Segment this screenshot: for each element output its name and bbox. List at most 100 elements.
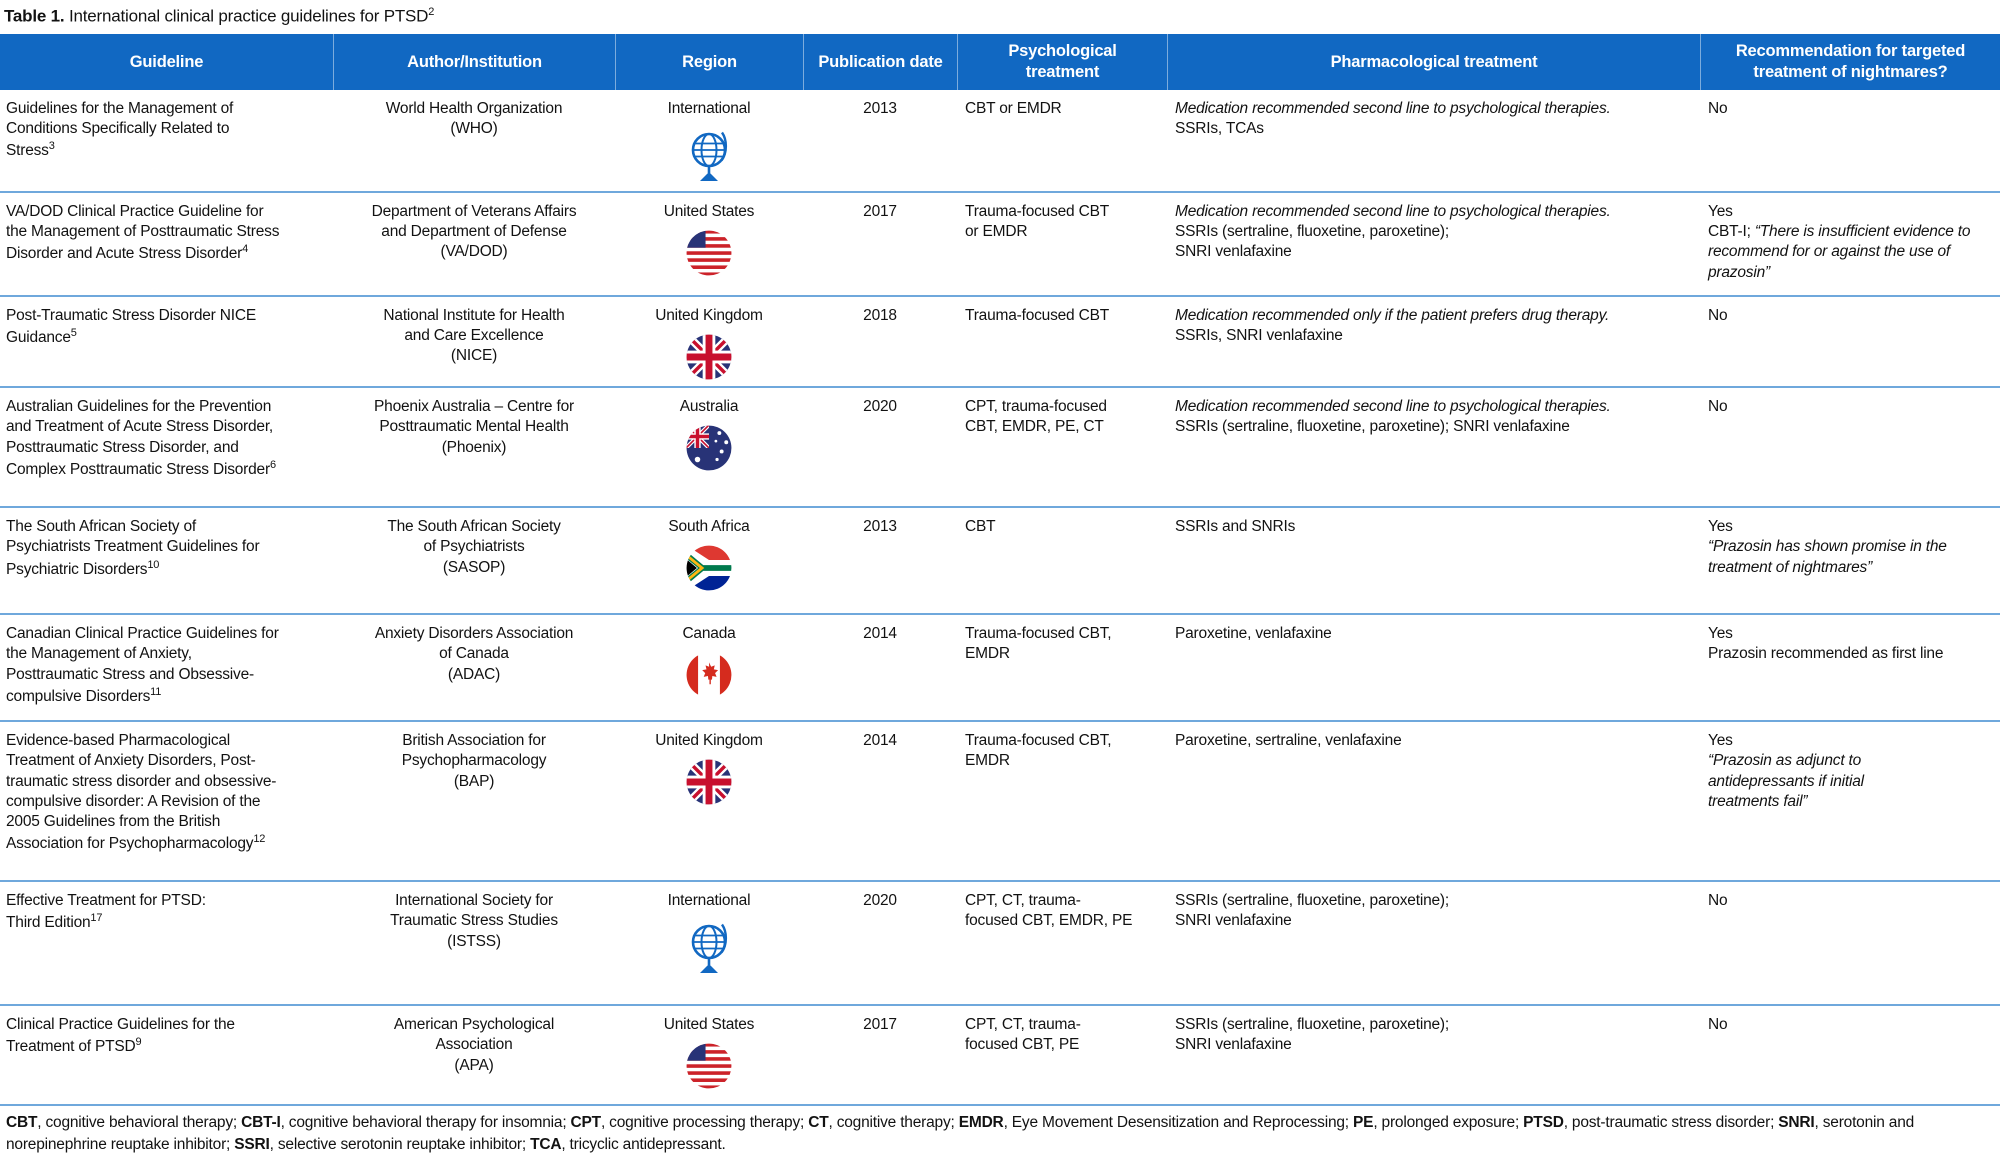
region-label: Australia: [679, 398, 739, 416]
pharm-recommendation-note: Medication recommended second line to ps…: [1175, 203, 1611, 221]
publication-date-cell: 2014: [863, 732, 897, 750]
recommendation-cell: No: [1700, 297, 2000, 386]
region-label: United Kingdom: [655, 732, 763, 750]
recommendation-cell: No: [1700, 882, 2000, 1004]
publication-date-cell: 2014: [863, 625, 897, 643]
region-label: Canada: [682, 625, 736, 643]
recommendation-detail: Prazosin recommended as first line: [1708, 644, 1992, 664]
psychological-treatment-cell: CPT, trauma-focused CBT, EMDR, PE, CT: [965, 398, 1107, 436]
pharmacological-treatment-cell: SSRIs and SNRIs: [1167, 508, 1700, 613]
caption-reference: 2: [428, 6, 435, 18]
guideline-title: Canadian Clinical Practice Guidelines fo…: [6, 625, 279, 705]
psychological-treatment-cell: CBT: [965, 518, 996, 536]
column-header-psychological-treatment: Psychological treatment: [957, 34, 1167, 90]
guideline-reference: 6: [269, 458, 276, 471]
pharm-medications: SSRIs (sertraline, fluoxetine, paroxetin…: [1175, 892, 1449, 930]
pharmacological-treatment-cell: Medication recommended second line to ps…: [1167, 193, 1700, 295]
recommendation-detail: “Prazosin as adjunct to antidepressants …: [1708, 751, 1992, 811]
author-institution-cell: Anxiety Disorders Association of Canada …: [374, 625, 574, 683]
guideline-reference: 17: [90, 912, 103, 925]
recommendation-answer: No: [1708, 398, 1728, 416]
region-cell: United Kingdom: [615, 297, 803, 386]
table-row: Guidelines for the Management of Conditi…: [0, 90, 2000, 194]
publication-date-cell: 2017: [863, 1016, 897, 1034]
column-header-author-institution: Author/Institution: [333, 34, 615, 90]
guideline-cell: Effective Treatment for PTSD: Third Edit…: [0, 882, 333, 1004]
recommendation-detail: CBT-I; “There is insufficient evidence t…: [1708, 222, 1992, 282]
us-flag-icon: [686, 230, 732, 276]
pharm-recommendation-note: Medication recommended only if the patie…: [1175, 307, 1610, 325]
psychological-treatment-cell: Trauma-focused CBT or EMDR: [965, 203, 1109, 241]
pharmacological-treatment-cell: Medication recommended second line to ps…: [1167, 90, 1700, 191]
publication-date-cell: 2017: [863, 203, 897, 221]
region-cell: International: [615, 882, 803, 1004]
author-institution-cell: Phoenix Australia – Centre for Posttraum…: [374, 398, 574, 456]
pharm-medications: SSRIs (sertraline, fluoxetine, paroxetin…: [1175, 418, 1570, 436]
region-cell: Canada: [615, 615, 803, 720]
column-header-publication-date: Publication date: [803, 34, 957, 90]
guideline-cell: VA/DOD Clinical Practice Guideline for t…: [0, 193, 333, 295]
author-institution-cell: American Psychological Association (APA): [393, 1016, 555, 1074]
table-row: Clinical Practice Guidelines for the Tre…: [0, 1006, 2000, 1107]
pharmacological-treatment-cell: SSRIs (sertraline, fluoxetine, paroxetin…: [1167, 882, 1700, 1004]
region-label: United States: [663, 1016, 755, 1034]
pharmacological-treatment-cell: Medication recommended second line to ps…: [1167, 388, 1700, 506]
guideline-reference: 10: [147, 558, 160, 571]
recommendation-plain-text: CBT-I;: [1708, 223, 1755, 241]
table-title: Table 1. International clinical practice…: [0, 0, 2000, 34]
pharmacological-treatment-cell: SSRIs (sertraline, fluoxetine, paroxetin…: [1167, 1006, 1700, 1104]
recommendation-detail: “Prazosin has shown promise in the treat…: [1708, 537, 1992, 577]
table-row: The South African Society of Psychiatris…: [0, 508, 2000, 616]
guideline-cell: Post-Traumatic Stress Disorder NICE Guid…: [0, 297, 333, 386]
publication-date-cell: 2020: [863, 892, 897, 910]
region-label: International: [667, 892, 751, 910]
guideline-title: The South African Society of Psychiatris…: [6, 518, 260, 578]
publication-date-cell: 2013: [863, 518, 897, 536]
region-cell: South Africa: [615, 508, 803, 613]
pharm-medications: SSRIs and SNRIs: [1175, 518, 1296, 536]
pharm-medications: SSRIs (sertraline, fluoxetine, paroxetin…: [1175, 1016, 1449, 1054]
column-header-guideline: Guideline: [129, 52, 204, 71]
australia-flag-icon: [686, 425, 732, 471]
table-caption: International clinical practice guidelin…: [64, 6, 429, 26]
table-row: Effective Treatment for PTSD: Third Edit…: [0, 882, 2000, 1007]
table-header-row: Guideline Author/Institution Region Publ…: [0, 34, 2000, 90]
table-row: Post-Traumatic Stress Disorder NICE Guid…: [0, 297, 2000, 389]
guideline-title: Post-Traumatic Stress Disorder NICE Guid…: [6, 307, 256, 347]
author-institution-cell: International Society for Traumatic Stre…: [390, 892, 558, 950]
guideline-cell: Clinical Practice Guidelines for the Tre…: [0, 1006, 333, 1104]
recommendation-cell: Yes CBT-I; “There is insufficient eviden…: [1700, 193, 2000, 295]
psychological-treatment-cell: Trauma-focused CBT: [965, 307, 1109, 325]
column-header-pharmacological-treatment: Pharmacological treatment: [1167, 34, 1700, 90]
globe-icon: [683, 127, 735, 185]
recommendation-cell: Yes Prazosin recommended as first line: [1700, 615, 2000, 720]
region-label: United Kingdom: [655, 307, 763, 325]
pharm-medications: Paroxetine, sertraline, venlafaxine: [1175, 732, 1402, 750]
guideline-reference: 3: [48, 140, 55, 153]
guideline-cell: The South African Society of Psychiatris…: [0, 508, 333, 613]
region-cell: Australia: [615, 388, 803, 506]
table-row: VA/DOD Clinical Practice Guideline for t…: [0, 193, 2000, 298]
guideline-cell: Guidelines for the Management of Conditi…: [0, 90, 333, 191]
us-flag-icon: [686, 1043, 732, 1089]
psychological-treatment-cell: Trauma-focused CBT, EMDR: [965, 732, 1112, 770]
guideline-title: VA/DOD Clinical Practice Guideline for t…: [6, 203, 280, 263]
psychological-treatment-cell: CPT, CT, trauma- focused CBT, PE: [965, 1016, 1081, 1054]
south-africa-flag-icon: [686, 545, 732, 591]
region-cell: United Kingdom: [615, 722, 803, 880]
region-cell: International: [615, 90, 803, 191]
author-institution-cell: World Health Organization (WHO): [385, 100, 563, 138]
pharm-medications: Paroxetine, venlafaxine: [1175, 625, 1332, 643]
publication-date-cell: 2013: [863, 100, 897, 117]
guideline-title: Effective Treatment for PTSD: Third Edit…: [6, 892, 206, 932]
table-row: Evidence-based Pharmacological Treatment…: [0, 722, 2000, 883]
recommendation-cell: No: [1700, 388, 2000, 506]
pharm-medications: SSRIs, SNRI venlafaxine: [1175, 327, 1343, 345]
pharmacological-treatment-cell: Paroxetine, sertraline, venlafaxine: [1167, 722, 1700, 880]
guideline-reference: 9: [135, 1036, 142, 1049]
recommendation-plain-text: Prazosin recommended as first line: [1708, 645, 1944, 663]
abbreviation-footnote: CBT, cognitive behavioral therapy; CBT-I…: [6, 1114, 1915, 1153]
publication-date-cell: 2020: [863, 398, 897, 416]
psychological-treatment-cell: Trauma-focused CBT, EMDR: [965, 625, 1112, 663]
guideline-reference: 12: [253, 832, 266, 845]
